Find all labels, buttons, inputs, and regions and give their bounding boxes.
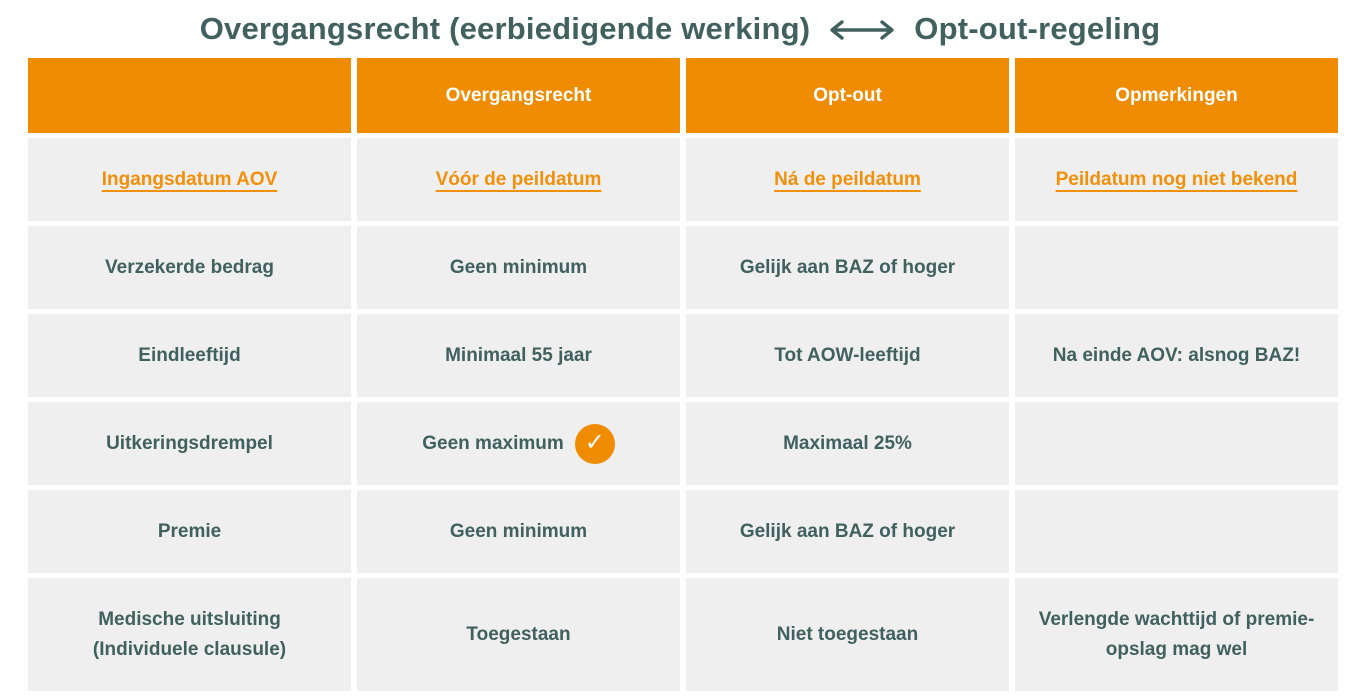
row-label-eindleeftijd: Eindleeftijd (28, 314, 351, 397)
row-label-verzekerde-bedrag: Verzekerde bedrag (28, 226, 351, 309)
table-cell-empty (1015, 402, 1338, 485)
comparison-table: Overgangsrecht Opt-out Opmerkingen Ingan… (28, 58, 1338, 691)
row-label-uitkeringsdrempel: Uitkeringsdrempel (28, 402, 351, 485)
check-icon: ✓ (584, 428, 605, 456)
table-cell: Maximaal 25% (686, 402, 1009, 485)
link-voor-de-peildatum[interactable]: Vóór de peildatum (435, 168, 602, 190)
header-cell-opmerkingen: Opmerkingen (1015, 58, 1338, 133)
table-cell: Verlengde wachttijd of premie-opslag mag… (1015, 578, 1338, 691)
table-cell-empty (1015, 226, 1338, 309)
link-peildatum-nog-niet-bekend[interactable]: Peildatum nog niet bekend (1055, 168, 1298, 190)
table-cell: Gelijk aan BAZ of hoger (686, 490, 1009, 573)
title-part-left: Overgangsrecht (eerbiedigende werking) (199, 11, 811, 46)
table-cell-geen-maximum: Geen maximum ✓ (357, 402, 680, 485)
page-title: Overgangsrecht (eerbiedigende werking) O… (0, 0, 1360, 47)
table-cell: Na einde AOV: alsnog BAZ! (1015, 314, 1338, 397)
header-cell-opt-out: Opt-out (686, 58, 1009, 133)
row-label-premie: Premie (28, 490, 351, 573)
table-cell: Gelijk aan BAZ of hoger (686, 226, 1009, 309)
table-cell: Ingangsdatum AOV (28, 138, 351, 221)
table-cell: Peildatum nog niet bekend (1015, 138, 1338, 221)
check-badge: ✓ (574, 423, 615, 464)
left-right-arrow-icon (830, 20, 894, 40)
row-label-medische-uitsluiting: Medische uitsluiting (Individuele clausu… (28, 578, 351, 691)
title-part-right: Opt-out-regeling (914, 11, 1161, 46)
table-cell-empty (1015, 490, 1338, 573)
table-cell: Vóór de peildatum (357, 138, 680, 221)
table-cell: Geen minimum (357, 490, 680, 573)
table-cell: Niet toegestaan (686, 578, 1009, 691)
header-cell-rowlabels (28, 58, 351, 133)
table-cell: Minimaal 55 jaar (357, 314, 680, 397)
cell-text: Geen maximum (422, 432, 564, 454)
table-cell: Geen minimum (357, 226, 680, 309)
link-ingangsdatum-aov[interactable]: Ingangsdatum AOV (101, 168, 278, 190)
table-cell: Ná de peildatum (686, 138, 1009, 221)
link-na-de-peildatum[interactable]: Ná de peildatum (774, 168, 921, 190)
header-cell-overgangsrecht: Overgangsrecht (357, 58, 680, 133)
table-cell: Toegestaan (357, 578, 680, 691)
table-cell: Tot AOW-leeftijd (686, 314, 1009, 397)
